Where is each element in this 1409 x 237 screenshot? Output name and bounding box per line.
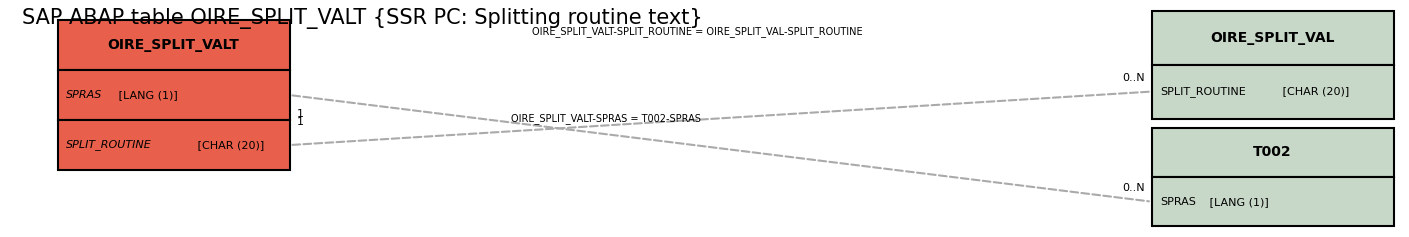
FancyBboxPatch shape [58,120,290,170]
FancyBboxPatch shape [1151,177,1394,226]
Text: OIRE_SPLIT_VALT-SPLIT_ROUTINE = OIRE_SPLIT_VAL-SPLIT_ROUTINE: OIRE_SPLIT_VALT-SPLIT_ROUTINE = OIRE_SPL… [533,26,862,37]
FancyBboxPatch shape [58,20,290,70]
Text: SPLIT_ROUTINE: SPLIT_ROUTINE [66,140,152,150]
Text: OIRE_SPLIT_VALT-SPRAS = T002-SPRAS: OIRE_SPLIT_VALT-SPRAS = T002-SPRAS [511,113,702,124]
Text: [CHAR (20)]: [CHAR (20)] [194,140,265,150]
Text: 0..N: 0..N [1122,182,1144,193]
Text: [LANG (1)]: [LANG (1)] [1206,197,1268,207]
Text: 1: 1 [297,109,304,119]
Text: 0..N: 0..N [1122,73,1144,82]
Text: SPRAS: SPRAS [66,90,103,100]
Text: OIRE_SPLIT_VALT: OIRE_SPLIT_VALT [107,38,240,52]
Text: T002: T002 [1253,146,1292,160]
FancyBboxPatch shape [58,70,290,120]
Text: [CHAR (20)]: [CHAR (20)] [1279,87,1350,96]
Text: OIRE_SPLIT_VAL: OIRE_SPLIT_VAL [1210,31,1334,45]
Text: 1: 1 [297,117,304,127]
Text: [LANG (1)]: [LANG (1)] [116,90,178,100]
Text: SPRAS: SPRAS [1160,197,1196,207]
FancyBboxPatch shape [1151,65,1394,118]
FancyBboxPatch shape [1151,128,1394,177]
FancyBboxPatch shape [1151,11,1394,65]
Text: SPLIT_ROUTINE: SPLIT_ROUTINE [1160,86,1246,97]
Text: SAP ABAP table OIRE_SPLIT_VALT {SSR PC: Splitting routine text}: SAP ABAP table OIRE_SPLIT_VALT {SSR PC: … [23,9,703,29]
